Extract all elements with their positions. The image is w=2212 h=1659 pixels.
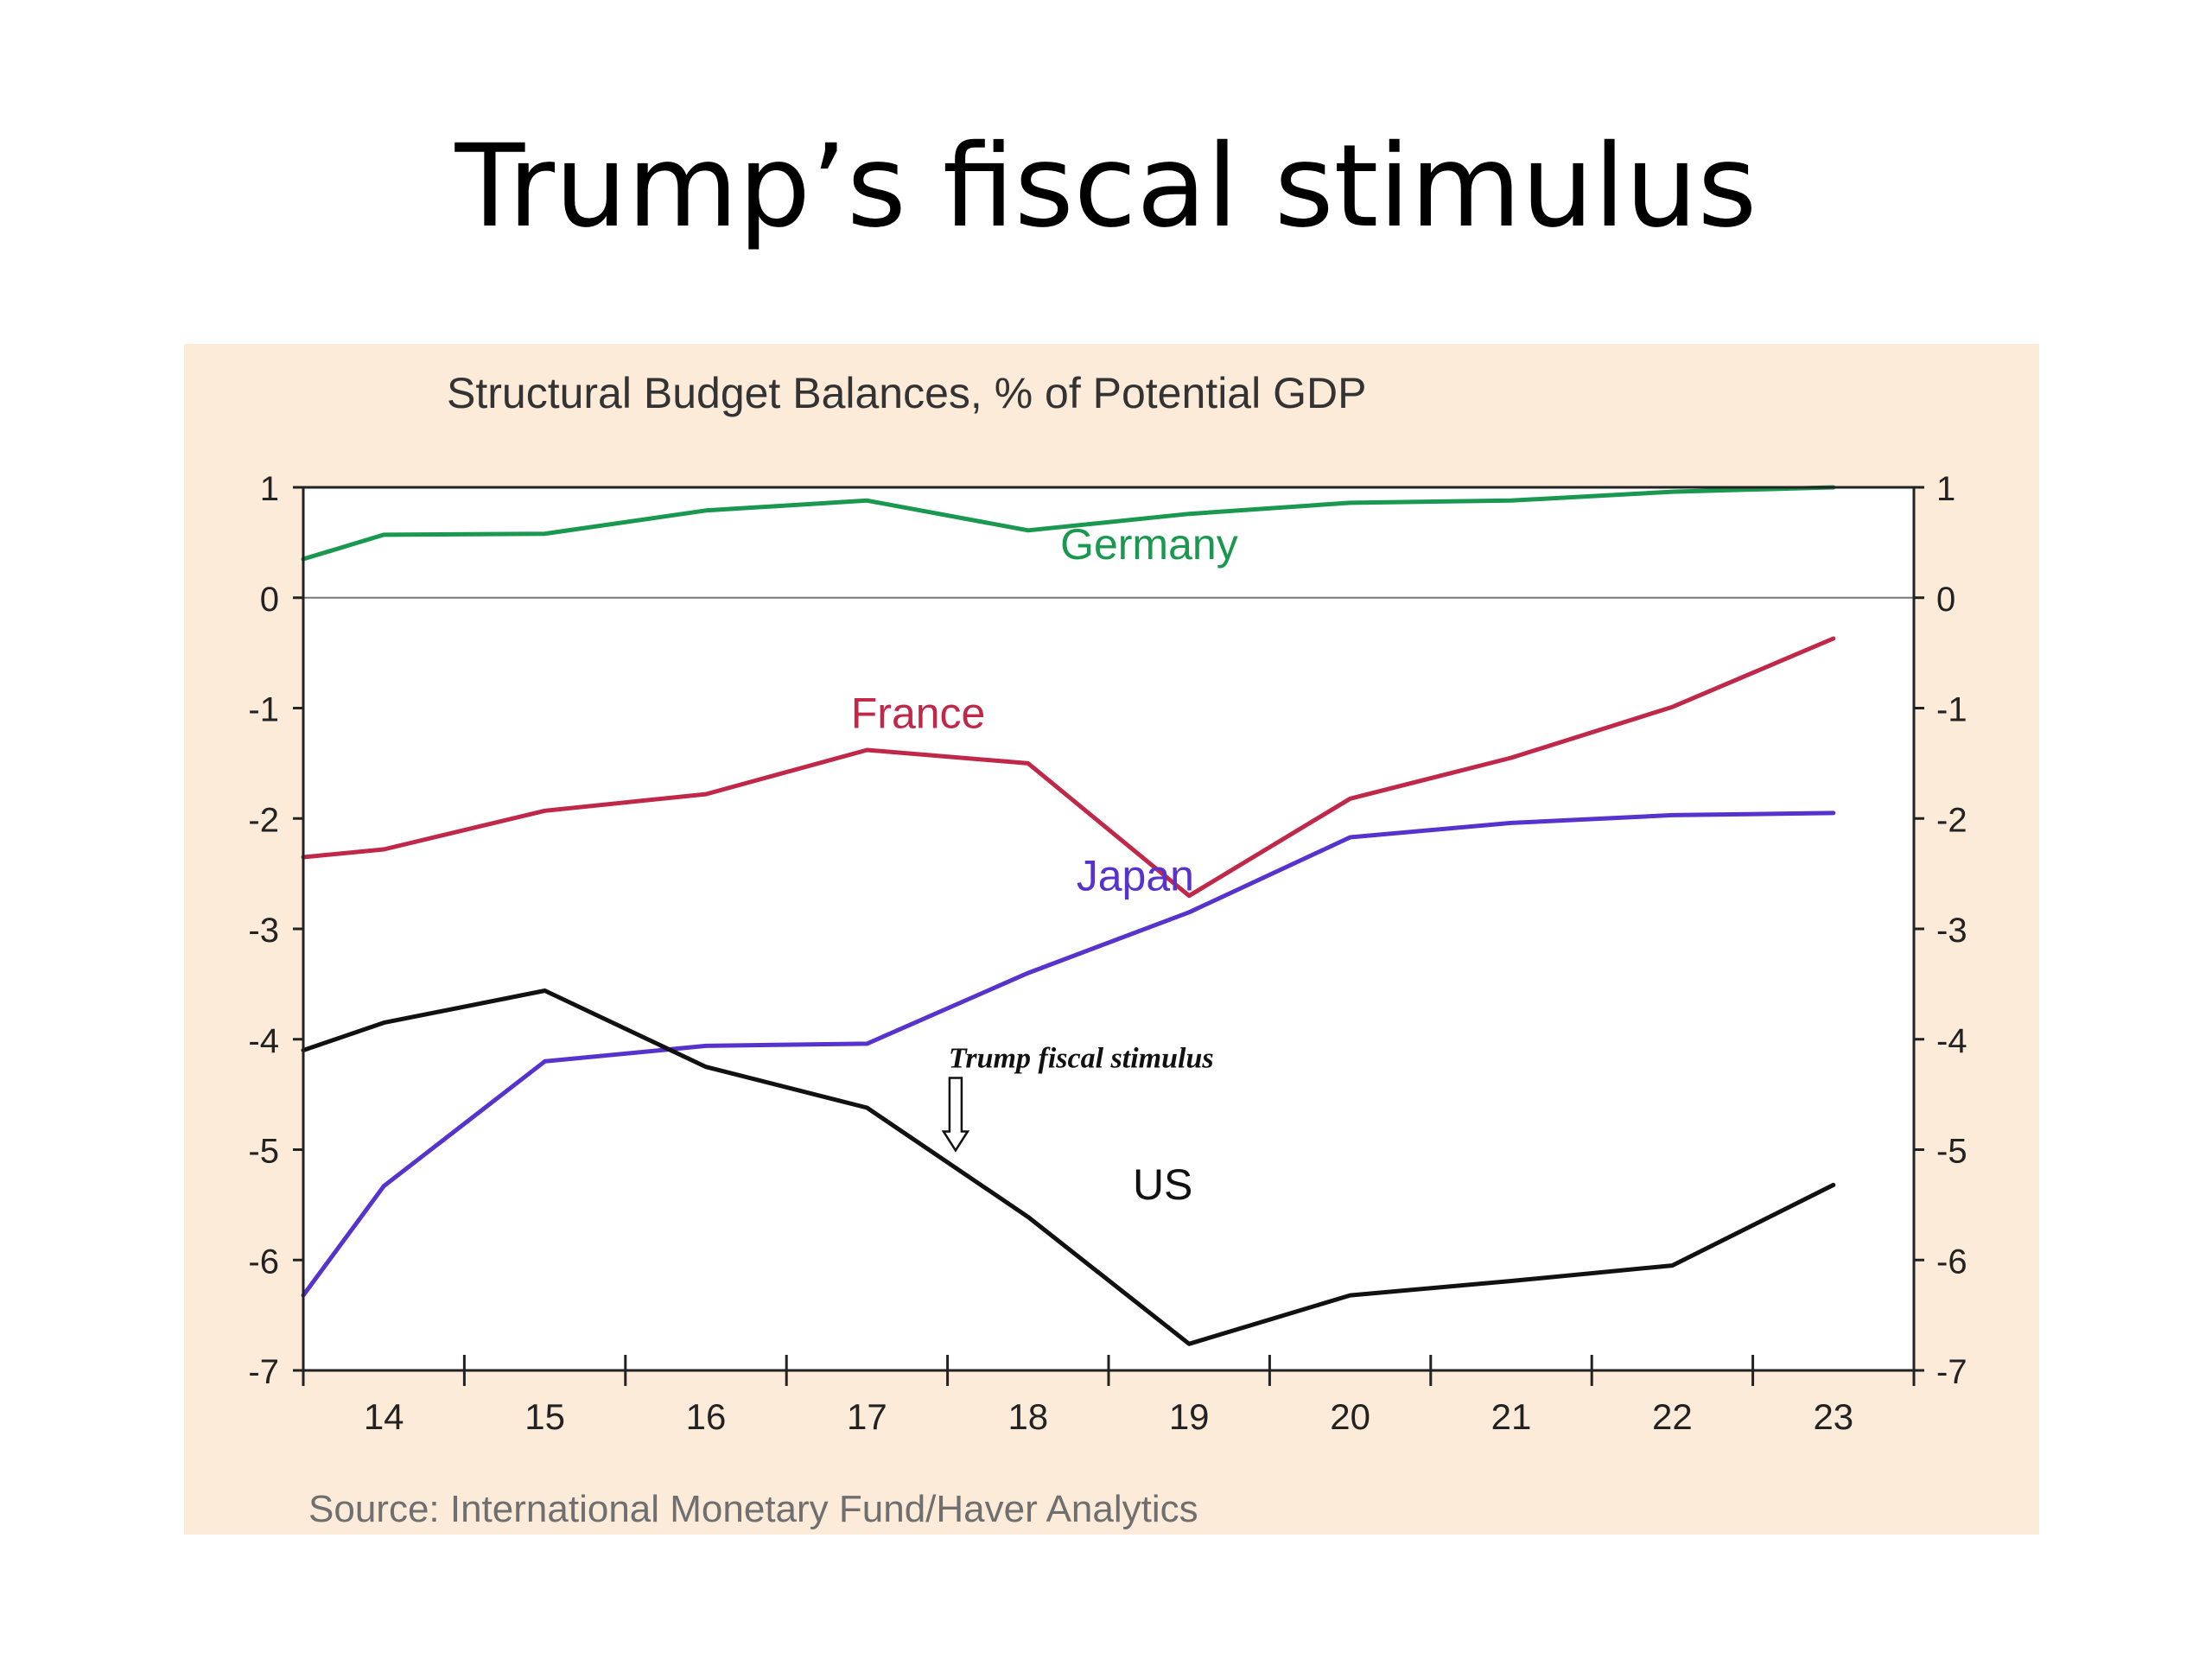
x-tick-label: 15 [524,1396,565,1437]
y-tick-label-right: 0 [1936,581,1955,619]
series-line-japan [301,810,1836,1298]
chart-panel: Structural Budget Balances, % of Potenti… [184,344,2039,1535]
y-tick-label-right: 1 [1936,470,1955,508]
series-line-france [301,636,1836,899]
series-label-germany: Germany [1060,520,1238,569]
annotation-arrow [941,1077,970,1153]
y-tick-label-left: -5 [248,1133,279,1171]
y-tick-label-left: -2 [248,801,279,839]
y-tick-label-right: -6 [1936,1243,1967,1281]
y-tick-label-left: -6 [248,1243,279,1281]
annotation-text: Trump fiscal stimulus [949,1042,1214,1074]
x-tick-label: 19 [1169,1396,1210,1437]
plot-area [303,487,1914,1370]
slide-title: Trump’s fiscal stimulus [454,120,1758,253]
y-tick-label-right: -1 [1936,691,1967,729]
line-chart: Structural Budget Balances, % of Potenti… [184,344,2039,1535]
y-tick-label-left: 0 [260,581,279,619]
y-tick-label-left: 1 [260,470,279,508]
x-tick-label: 18 [1007,1396,1048,1437]
y-tick-label-left: -4 [248,1022,279,1060]
y-tick-label-left: -3 [248,912,279,950]
x-tick-label: 23 [1813,1396,1853,1437]
y-tick-label-left: -1 [248,691,279,729]
x-tick-label: 20 [1330,1396,1370,1437]
series-label-france: France [851,689,986,737]
series-label-japan: Japan [1077,851,1194,899]
y-tick-label-right: -2 [1936,801,1967,839]
y-tick-label-left: -7 [248,1353,279,1391]
y-tick-label-right: -5 [1936,1133,1967,1171]
y-tick-label-right: -4 [1936,1022,1967,1060]
x-tick-label: 22 [1652,1396,1693,1437]
y-tick-label-right: -7 [1936,1353,1967,1391]
chart-title: Structural Budget Balances, % of Potenti… [447,369,1366,417]
series-label-us: US [1133,1160,1192,1209]
x-tick-label: 21 [1491,1396,1532,1437]
x-tick-label: 16 [686,1396,727,1437]
source-note: Source: International Monetary Fund/Have… [308,1488,1198,1530]
x-tick-label: 17 [847,1396,887,1437]
series-line-germany [301,485,1836,562]
series-line-us [301,988,1836,1346]
y-tick-label-right: -3 [1936,912,1967,950]
x-tick-label: 14 [364,1396,404,1437]
